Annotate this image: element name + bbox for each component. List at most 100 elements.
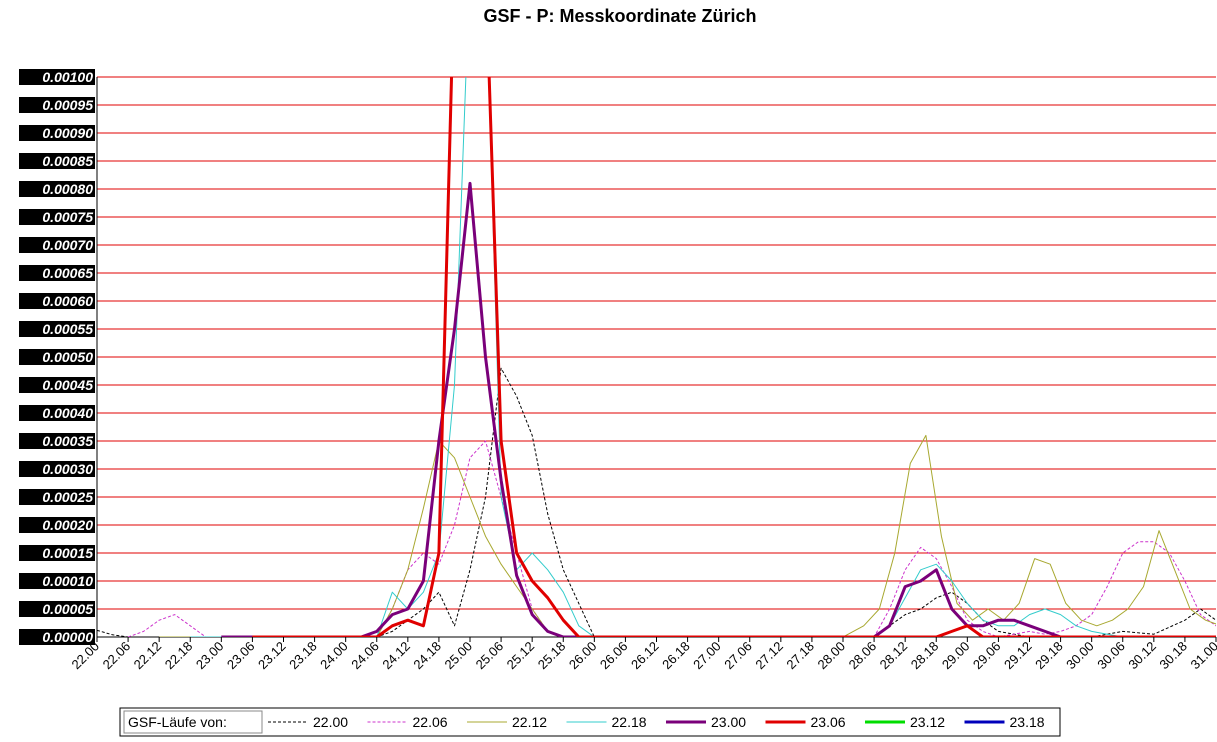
x-tick-label: 22.06	[100, 639, 134, 673]
y-tick-label-bg	[19, 293, 95, 309]
x-tick-label: 24.00	[317, 639, 351, 673]
legend-label-23.18: 23.18	[1010, 714, 1045, 730]
x-tick-label: 27.06	[721, 639, 755, 673]
y-tick-label: 0.00100	[42, 69, 93, 85]
y-tick-label: 0.00090	[42, 125, 93, 141]
x-tick-label: 24.06	[348, 639, 382, 673]
x-tick-label: 27.18	[783, 639, 817, 673]
x-tick-label: 29.00	[939, 639, 973, 673]
y-tick-label-bg	[19, 377, 95, 393]
x-axis-ticks: 22.0022.0622.1222.1823.0023.0623.1223.18…	[69, 637, 1217, 672]
x-tick-label: 26.18	[659, 639, 693, 673]
grid-layer	[96, 76, 1216, 638]
y-tick-label: 0.00035	[42, 433, 93, 449]
y-tick-label-bg	[19, 601, 95, 617]
x-tick-label: 24.12	[379, 639, 413, 673]
x-tick-label: 27.12	[752, 639, 786, 673]
x-tick-label: 25.18	[535, 639, 569, 673]
y-axis-ticks: 0.00000 0.00005 0.00010 0.00015 0.00020 0.000…	[19, 69, 95, 645]
series-line-22.00	[97, 367, 1216, 637]
x-tick-label: 27.00	[690, 639, 724, 673]
x-tick-label: 26.12	[628, 639, 662, 673]
y-tick-label: 0.00070	[42, 237, 93, 253]
legend-title-box	[123, 710, 263, 734]
x-tick-label: 26.00	[566, 639, 600, 673]
y-tick-label: 0.00075	[42, 209, 93, 225]
y-tick-label-bg	[19, 405, 95, 421]
y-tick-label-bg	[19, 461, 95, 477]
y-tick-label: 0.00040	[42, 405, 93, 421]
y-tick-label: 0.00030	[42, 461, 93, 477]
series-line-22.12	[159, 434, 1216, 637]
legend-label-23.12: 23.12	[910, 714, 945, 730]
y-tick-label: 0.00010	[42, 573, 93, 589]
y-tick-label-bg	[19, 517, 95, 533]
y-tick-label: 0.00085	[42, 153, 93, 169]
legend-label-22.18: 22.18	[612, 714, 647, 730]
x-tick-label: 22.12	[131, 639, 165, 673]
y-tick-label-bg	[19, 153, 95, 169]
y-tick-label: 0.00045	[42, 377, 93, 393]
x-tick-label: 29.06	[970, 639, 1004, 673]
x-tick-label: 23.00	[193, 639, 227, 673]
y-tick-label-bg	[19, 125, 95, 141]
y-tick-label-bg	[19, 69, 95, 85]
y-tick-label-bg	[19, 629, 95, 645]
x-tick-label: 30.12	[1125, 639, 1159, 673]
legend-label-23.06: 23.06	[811, 714, 846, 730]
y-tick-label: 0.00020	[42, 517, 93, 533]
x-tick-label: 22.18	[162, 639, 196, 673]
y-tick-label: 0.00000	[42, 629, 93, 645]
x-tick-label: 23.18	[286, 639, 320, 673]
x-tick-label: 29.12	[1001, 639, 1035, 673]
y-tick-label: 0.00005	[42, 601, 93, 617]
x-tick-label: 30.18	[1156, 639, 1190, 673]
y-tick-label: 0.00065	[42, 265, 93, 281]
x-tick-label: 28.18	[908, 639, 942, 673]
y-tick-label-bg	[19, 237, 95, 253]
x-tick-label: 25.12	[504, 639, 538, 673]
x-tick-label: 25.00	[442, 639, 476, 673]
y-tick-label: 0.00025	[42, 489, 93, 505]
x-tick-label: 25.06	[473, 639, 507, 673]
x-tick-label: 28.06	[846, 639, 880, 673]
y-tick-label: 0.00080	[42, 181, 93, 197]
y-tick-label-bg	[19, 97, 95, 113]
y-tick-label: 0.00095	[42, 97, 93, 113]
x-tick-label: 30.00	[1063, 639, 1097, 673]
y-tick-label: 0.00055	[42, 321, 93, 337]
y-tick-label-bg	[19, 265, 95, 281]
y-tick-label-bg	[19, 545, 95, 561]
x-tick-label: 24.18	[410, 639, 444, 673]
chart-title: GSF - P: Messkoordinate Zürich	[483, 6, 756, 26]
legend-items: 22.00 22.06 22.12 22.18 23.00 23.06 23.12 23.18	[268, 714, 1045, 730]
x-tick-label: 28.00	[815, 639, 849, 673]
legend-label-22.00: 22.00	[313, 714, 348, 730]
x-tick-label: 23.06	[224, 639, 258, 673]
x-tick-label: 26.06	[597, 639, 631, 673]
x-tick-label: 30.06	[1094, 639, 1128, 673]
legend-label-22.06: 22.06	[413, 714, 448, 730]
series-line-23.06	[252, 77, 1216, 637]
x-tick-label: 23.12	[255, 639, 289, 673]
series-line-22.18	[190, 77, 1216, 637]
series-layer	[97, 77, 1216, 637]
y-tick-label: 0.00015	[42, 545, 93, 561]
x-tick-label: 29.18	[1032, 639, 1066, 673]
x-tick-label: 28.12	[877, 639, 911, 673]
y-tick-label-bg	[19, 489, 95, 505]
legend-label-22.12: 22.12	[512, 714, 547, 730]
x-tick-label: 31.00	[1188, 639, 1217, 673]
y-tick-label-bg	[19, 321, 95, 337]
y-tick-label: 0.00060	[42, 293, 93, 309]
y-tick-label-bg	[19, 209, 95, 225]
y-tick-label-bg	[19, 573, 95, 589]
legend: GSF-Läufe von: 22.00 22.06 22.12 22.18 23.00…	[119, 707, 1061, 737]
y-tick-label-bg	[19, 181, 95, 197]
y-tick-label-bg	[19, 433, 95, 449]
y-tick-label: 0.00050	[42, 349, 93, 365]
legend-label-23.00: 23.00	[711, 714, 746, 730]
legend-title: GSF-Läufe von:	[128, 714, 227, 730]
